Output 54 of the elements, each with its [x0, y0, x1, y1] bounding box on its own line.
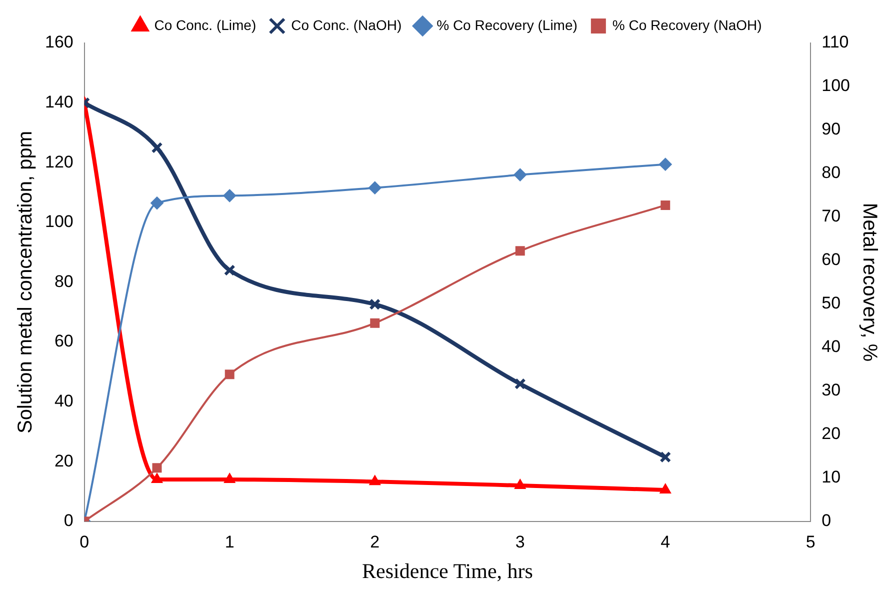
y2-tick-label: 0	[822, 511, 832, 530]
y2-tick-label: 70	[822, 206, 841, 226]
point	[224, 370, 234, 380]
point	[223, 189, 236, 202]
point	[369, 298, 381, 310]
y2-tick-label: 40	[822, 337, 841, 356]
point	[150, 196, 164, 210]
x-tick-label: 2	[370, 532, 380, 552]
legend-label: Co Conc. (Lime)	[154, 16, 256, 33]
point	[151, 473, 163, 484]
point	[660, 451, 672, 463]
point	[369, 475, 381, 486]
legend-label: % Co Recovery (Lime)	[436, 16, 578, 33]
y-axis-title: Solution metal concentration, ppm	[14, 130, 37, 434]
point	[151, 142, 163, 154]
y2-axis-title: Metal recovery, %	[858, 202, 880, 362]
y-tick-label: 80	[54, 272, 74, 291]
y2-tick-label: 80	[822, 163, 841, 182]
x-tick-label: 3	[515, 532, 525, 552]
y2-tick-label: 100	[822, 76, 850, 96]
point	[515, 246, 525, 256]
y2-tick-label: 110	[822, 32, 849, 52]
x-tick-label: 5	[806, 532, 816, 552]
y-tick-label: 120	[44, 152, 74, 172]
y2-tick-label: 50	[822, 294, 841, 313]
y-tick-label: 60	[54, 332, 74, 351]
y-tick-label: 100	[44, 212, 74, 232]
point	[660, 484, 672, 494]
point	[368, 181, 382, 194]
point	[514, 168, 527, 182]
y2-tick-label: 90	[822, 120, 841, 139]
point	[370, 318, 380, 328]
point	[224, 264, 236, 276]
y2-tick-label: 10	[822, 468, 841, 487]
point	[224, 473, 236, 484]
legend-label: Co Conc. (NaOH)	[291, 16, 402, 33]
y2-tick-label: 20	[822, 424, 841, 444]
x-tick-label: 4	[660, 532, 670, 552]
x-tick-label: 0	[80, 532, 90, 552]
legend-label: % Co Recovery (NaOH)	[612, 16, 762, 33]
y-tick-label: 140	[44, 92, 74, 112]
point	[514, 378, 526, 390]
y-tick-label: 160	[44, 32, 74, 52]
y-tick-label: 20	[54, 451, 74, 470]
point	[660, 200, 670, 210]
point	[152, 463, 162, 473]
y-tick-label: 40	[54, 391, 74, 410]
x-axis-title: Residence Time, hrs	[362, 558, 533, 583]
point	[658, 158, 672, 171]
x-tick-label: 1	[224, 532, 234, 552]
y2-tick-label: 30	[822, 380, 841, 400]
point	[514, 479, 526, 490]
y-tick-label: 0	[64, 511, 74, 530]
y2-tick-label: 60	[822, 250, 841, 270]
